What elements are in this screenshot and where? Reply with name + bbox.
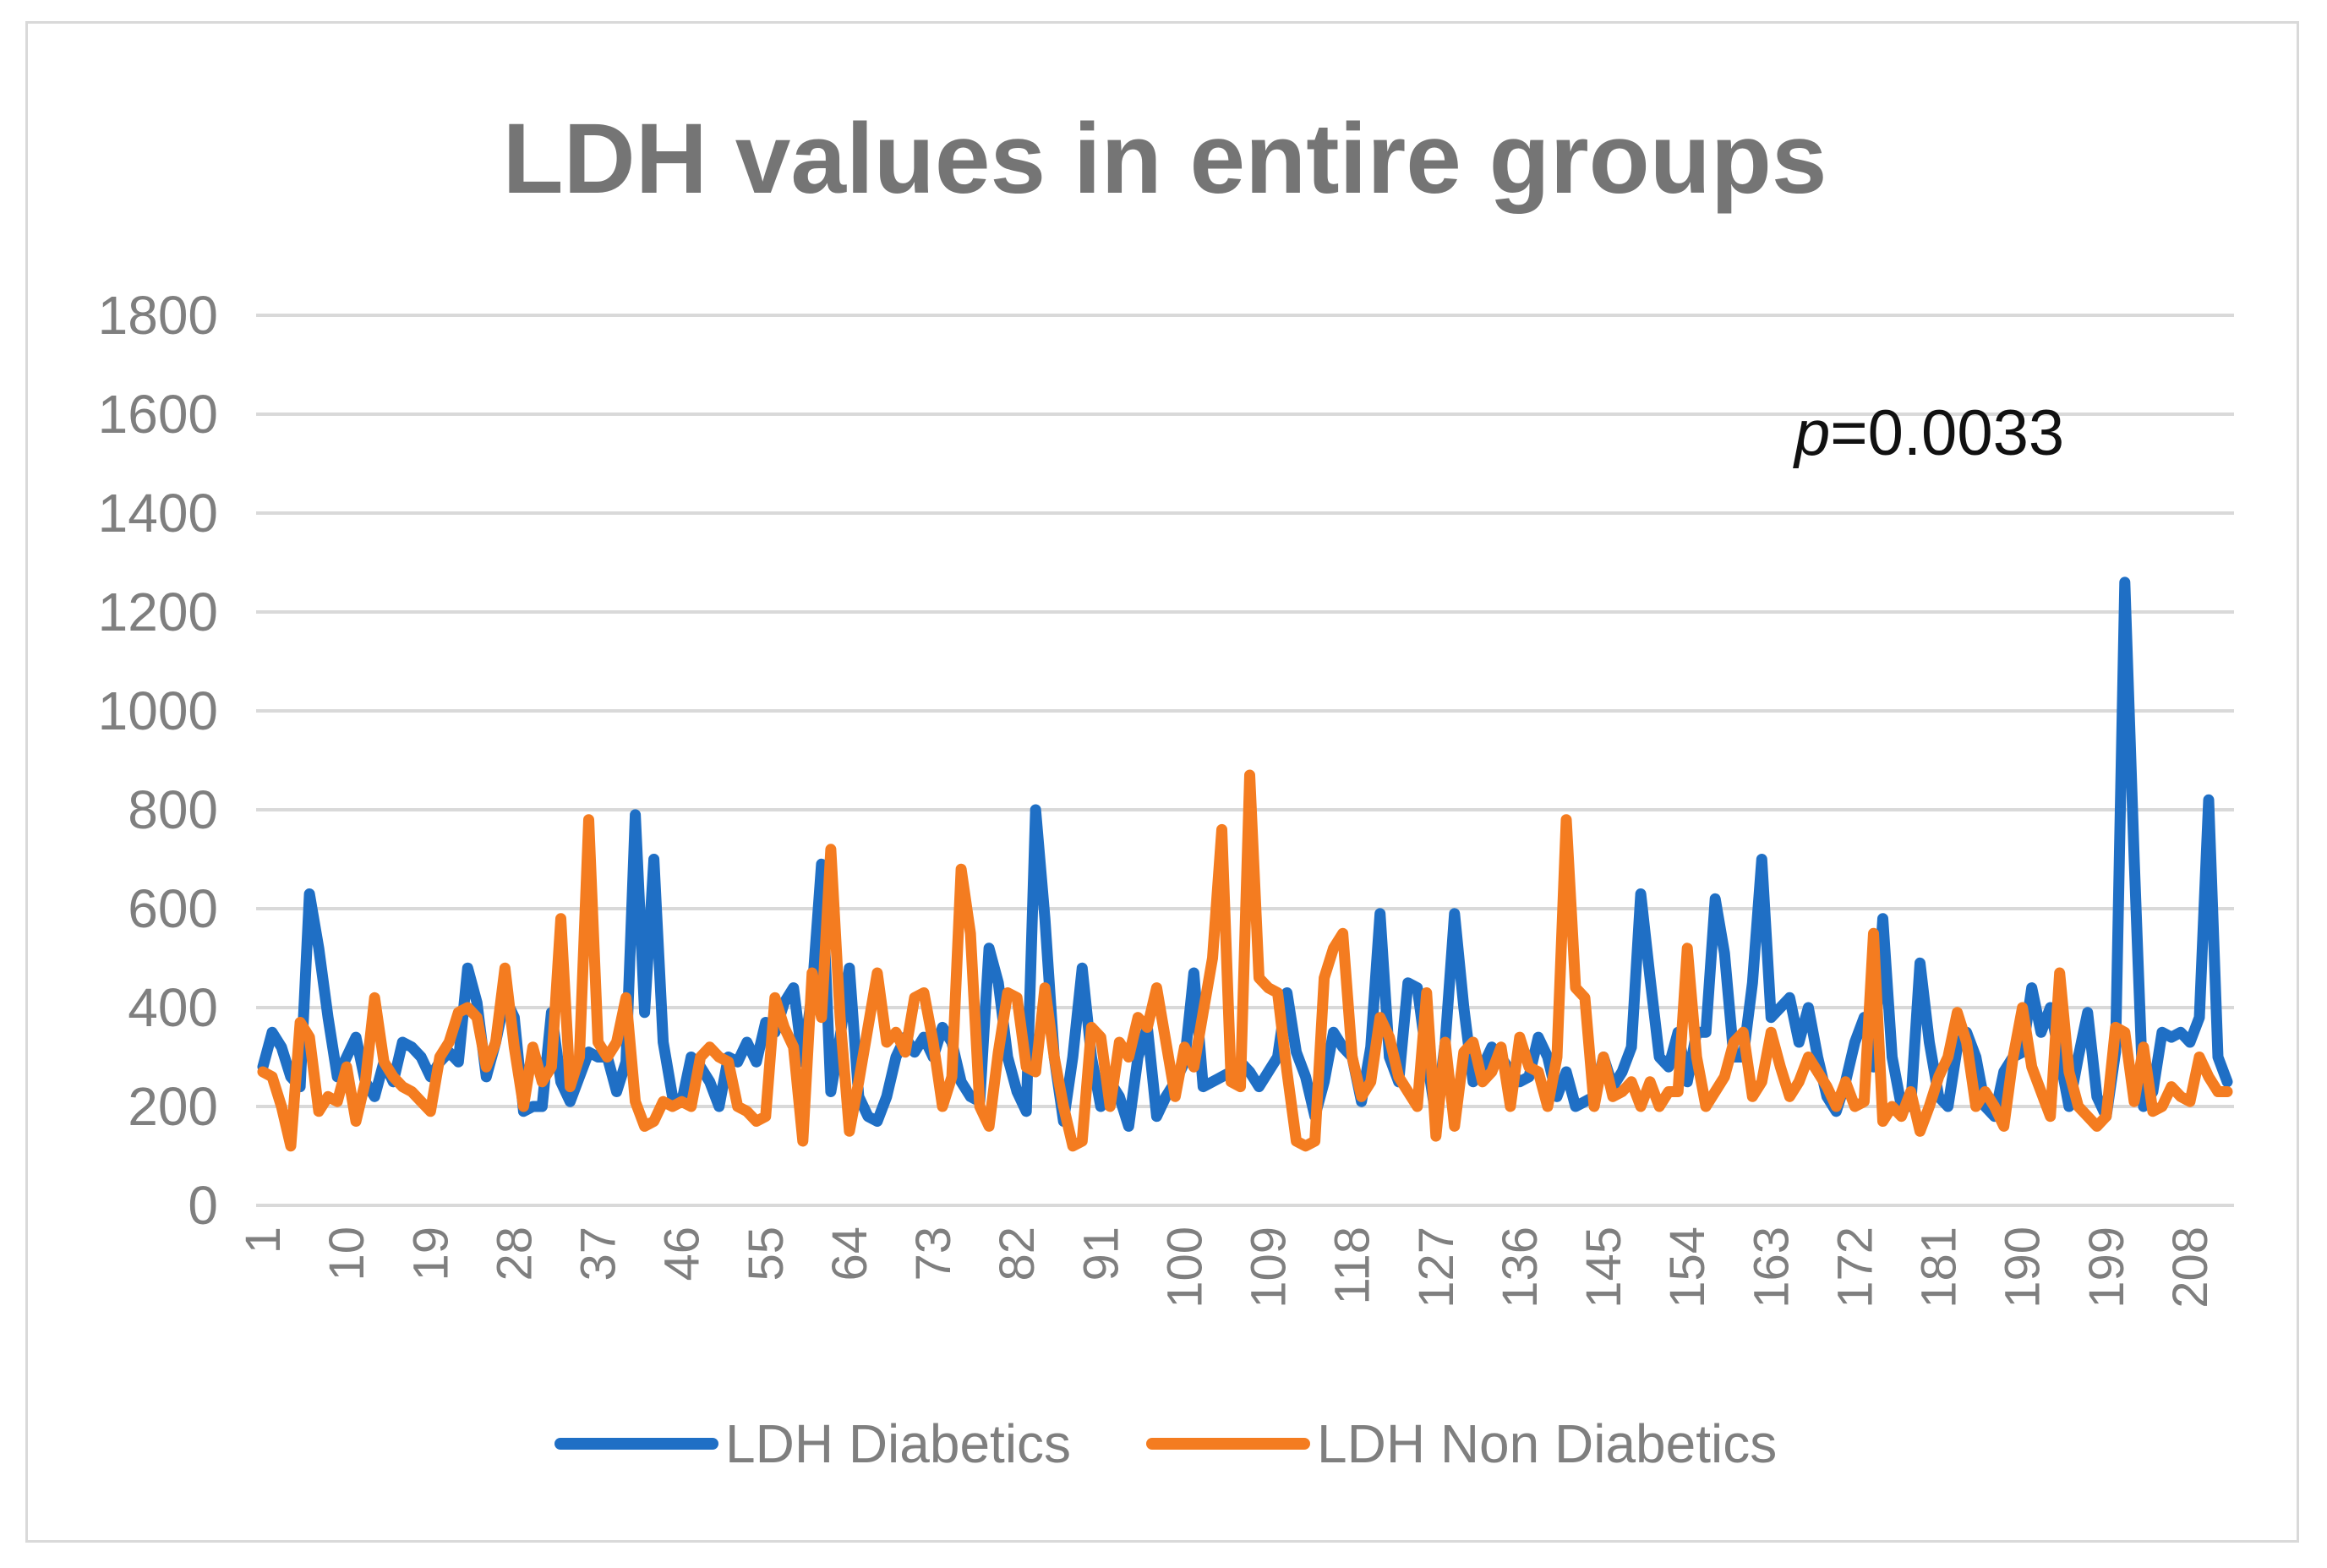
x-tick-label: 172	[1827, 1227, 1882, 1308]
x-tick-label: 136	[1493, 1227, 1548, 1308]
x-tick-label: 1	[236, 1227, 291, 1254]
y-axis-ticks: 0 200 400 600 800 1000 1200 1400 1600 1800	[98, 285, 218, 1236]
y-tick-label: 400	[128, 977, 218, 1038]
series-line-ldh-non-diabetics	[257, 769, 2233, 1152]
y-tick-label: 1400	[98, 483, 218, 544]
y-tick-label: 1600	[98, 384, 218, 445]
y-tick-label: 1200	[98, 582, 218, 642]
x-tick-label: 109	[1242, 1227, 1297, 1308]
legend-label: LDH Diabetics	[725, 1413, 1071, 1474]
y-tick-label: 1800	[98, 285, 218, 346]
y-tick-label: 1000	[98, 680, 218, 741]
x-tick-label: 28	[487, 1227, 542, 1281]
x-axis-ticks: 1 10 19 28 37 46 55 64 73 82 91 100 109 118 127 136 145 1…	[236, 1227, 2218, 1308]
x-tick-label: 46	[655, 1227, 710, 1281]
x-tick-label: 118	[1325, 1227, 1380, 1304]
x-tick-label: 37	[571, 1227, 626, 1281]
x-tick-label: 127	[1409, 1227, 1464, 1308]
x-tick-label: 199	[2079, 1227, 2134, 1308]
x-tick-label: 163	[1744, 1227, 1799, 1308]
x-tick-label: 73	[906, 1227, 961, 1281]
x-tick-label: 19	[403, 1227, 458, 1281]
x-tick-label: 145	[1576, 1227, 1631, 1308]
p-value-rest: =0.0033	[1830, 397, 2064, 469]
x-tick-label: 64	[822, 1227, 877, 1281]
x-tick-label: 10	[320, 1227, 374, 1281]
chart-title: LDH values in entire groups	[502, 103, 1827, 215]
x-tick-label: 154	[1660, 1227, 1715, 1308]
y-tick-label: 800	[128, 779, 218, 840]
y-tick-label: 600	[128, 878, 218, 939]
p-value-annotation: p=0.0033	[1793, 397, 2064, 469]
chart-frame: LDH values in entire groups 0 200 400 600 80…	[25, 21, 2299, 1543]
x-tick-label: 190	[1996, 1227, 2051, 1308]
x-tick-label: 181	[1912, 1227, 1967, 1308]
legend-label: LDH Non Diabetics	[1317, 1413, 1777, 1474]
y-tick-label: 200	[128, 1076, 218, 1137]
x-tick-label: 55	[739, 1227, 794, 1281]
y-tick-label: 0	[188, 1175, 218, 1236]
x-tick-label: 208	[2163, 1227, 2218, 1308]
line-chart: LDH values in entire groups 0 200 400 600 80…	[98, 103, 2234, 1474]
p-value-italic: p	[1793, 397, 1830, 469]
series-lines	[257, 576, 2233, 1152]
legend: LDH Diabetics LDH Non Diabetics	[554, 1413, 1777, 1474]
x-tick-label: 100	[1157, 1227, 1212, 1308]
x-tick-label: 82	[990, 1227, 1045, 1281]
x-tick-label: 91	[1073, 1227, 1128, 1281]
